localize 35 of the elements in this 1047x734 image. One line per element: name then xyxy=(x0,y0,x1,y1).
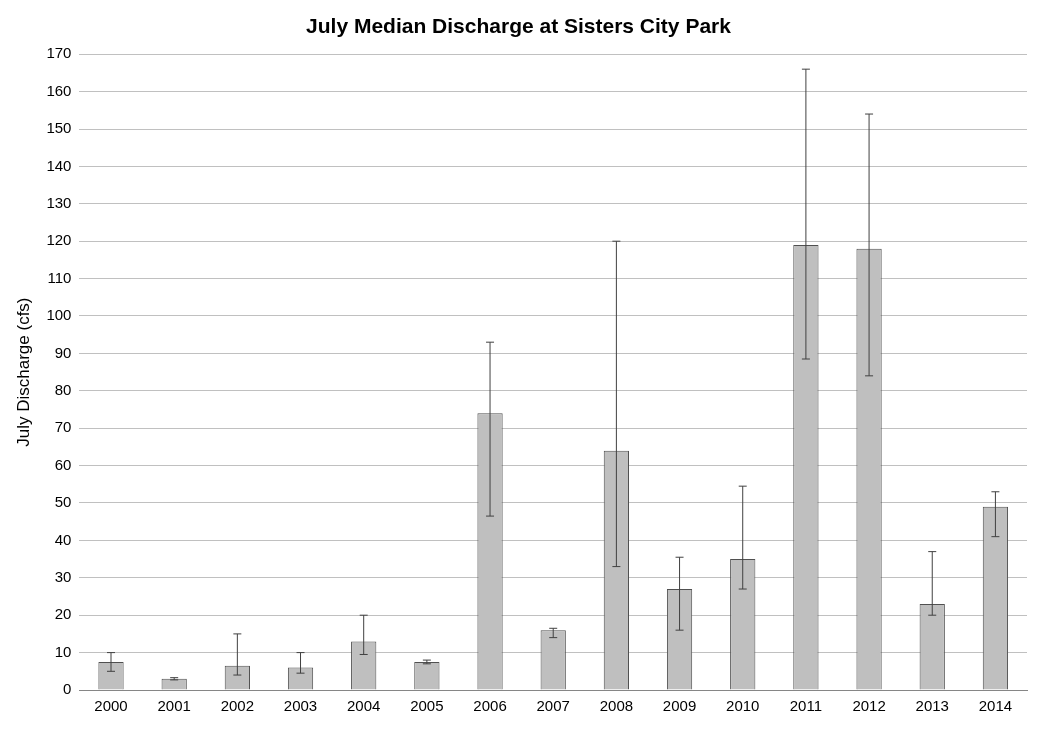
y-tick-label: 0 xyxy=(63,680,72,698)
y-tick-label: 50 xyxy=(54,493,72,511)
y-tick-label: 150 xyxy=(46,119,72,137)
x-tick-label: 2010 xyxy=(726,697,760,715)
x-tick-label: 2005 xyxy=(410,697,444,715)
y-tick-label: 130 xyxy=(46,193,72,211)
x-tick-label: 2009 xyxy=(662,697,697,715)
y-tick-label: 70 xyxy=(54,418,72,436)
y-tick-label: 80 xyxy=(54,380,72,398)
y-tick-label: 100 xyxy=(46,306,72,324)
x-tick-label: 2014 xyxy=(978,697,1013,715)
x-tick-label: 2003 xyxy=(283,697,318,715)
y-tick-label: 20 xyxy=(54,605,72,623)
y-tick-label: 30 xyxy=(54,567,72,585)
x-tick-label: 2008 xyxy=(599,697,634,715)
y-tick-label: 170 xyxy=(46,44,72,62)
y-tick-label: 160 xyxy=(46,81,72,99)
y-tick-label: 140 xyxy=(46,156,72,174)
x-tick-label: 2012 xyxy=(852,697,886,715)
x-tick-label: 2013 xyxy=(915,697,949,715)
x-tick-label: 2004 xyxy=(347,697,381,715)
y-tick-label: 120 xyxy=(46,231,72,249)
x-tick-label: 2002 xyxy=(220,697,255,715)
chart-title: July Median Discharge at Sisters City Park xyxy=(306,14,732,38)
y-axis-title: July Discharge (cfs) xyxy=(13,297,33,447)
x-tick-label: 2006 xyxy=(473,697,507,715)
x-tick-label: 2000 xyxy=(94,697,128,715)
x-tick-label: 2011 xyxy=(789,697,823,715)
x-tick-label: 2007 xyxy=(536,697,570,715)
y-tick-label: 60 xyxy=(54,455,72,473)
x-tick-label: 2001 xyxy=(157,697,191,715)
y-tick-label: 90 xyxy=(54,343,72,361)
y-tick-label: 10 xyxy=(54,642,72,660)
y-tick-label: 40 xyxy=(54,530,72,548)
y-tick-label: 110 xyxy=(47,268,72,286)
